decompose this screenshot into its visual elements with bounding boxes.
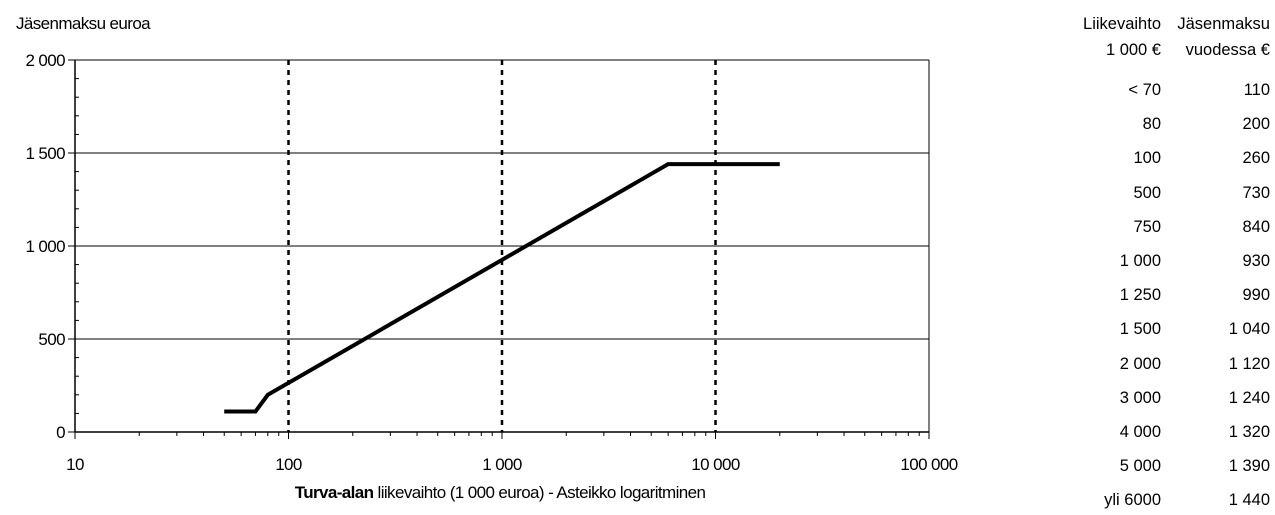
fee-cell: 730 <box>1242 183 1270 202</box>
header-fee: Jäsenmaksu <box>1177 15 1270 33</box>
fee-cell: 840 <box>1242 217 1270 236</box>
turnover-cell: yli 6000 <box>1104 491 1161 510</box>
turnover-cell: 500 <box>1133 183 1161 202</box>
fee-cell: 1 320 <box>1228 423 1270 441</box>
fee-cell: 930 <box>1242 252 1270 270</box>
fee-cell: 110 <box>1243 81 1270 99</box>
fee-chart: 0 500 1 000 1 500 2 000 10 100 1 000 10 000 100 0… <box>25 51 958 474</box>
turnover-cell: 2 000 <box>1119 354 1161 373</box>
turnover-cell: 1 000 <box>1119 252 1161 270</box>
table-row: < 70 110 <box>1030 81 1275 105</box>
x-tick-label: 100 <box>275 455 302 474</box>
y-tick-label: 2 000 <box>25 51 65 70</box>
turnover-cell: 750 <box>1133 217 1161 236</box>
turnover-cell: 1 500 <box>1119 320 1161 339</box>
table-row: 1 250 990 <box>1030 286 1275 310</box>
table-row: 2 000 1 120 <box>1030 355 1275 379</box>
table-row: 100 260 <box>1030 149 1275 173</box>
turnover-cell: 100 <box>1133 149 1161 168</box>
y-tick-label: 500 <box>38 330 65 349</box>
fee-cell: 1 440 <box>1228 491 1270 510</box>
y-tick-label: 1 500 <box>25 144 65 163</box>
x-axis-title: Turva-alan liikevaihto (1 000 euroa) - A… <box>0 483 1000 503</box>
y-axis-title: Jäsenmaksu euroa <box>16 14 151 33</box>
fee-cell: 990 <box>1242 286 1270 305</box>
table-row: 3 000 1 240 <box>1030 389 1275 413</box>
fee-cell: 260 <box>1242 149 1270 168</box>
x-axis-title-bold: Turva-alan <box>294 483 374 502</box>
table-row: 4 000 1 320 <box>1030 423 1275 447</box>
y-tick-label: 1 000 <box>25 237 65 256</box>
y-tick-label: 0 <box>56 423 65 442</box>
turnover-cell: 4 000 <box>1119 423 1161 441</box>
x-tick-label: 10 <box>66 455 84 474</box>
header-fee-unit: vuodessa € <box>1185 41 1270 59</box>
table-row: yli 6000 1 440 <box>1030 491 1275 515</box>
table-row: 80 200 <box>1030 115 1275 139</box>
turnover-cell: 1 250 <box>1119 286 1161 305</box>
header-turnover: Liikevaihto <box>1083 15 1161 33</box>
x-axis-title-rest: liikevaihto (1 000 euroa) - Asteikko log… <box>373 483 706 502</box>
x-tick-label: 10 000 <box>691 455 740 474</box>
turnover-cell: 5 000 <box>1119 457 1161 476</box>
table-row: 1 000 930 <box>1030 252 1275 276</box>
table-row: 750 840 <box>1030 218 1275 242</box>
fee-cell: 200 <box>1242 115 1270 134</box>
turnover-cell: 80 <box>1142 115 1161 134</box>
fee-series-line <box>224 162 780 414</box>
table-header-row-1: Liikevaihto Jäsenmaksu <box>1030 15 1275 39</box>
turnover-cell: 3 000 <box>1119 388 1161 407</box>
fee-cell: 1 040 <box>1228 320 1270 339</box>
x-tick-label: 100 000 <box>900 455 957 474</box>
header-turnover-unit: 1 000 € <box>1105 41 1161 59</box>
table-row: 500 730 <box>1030 184 1275 208</box>
table-row: 5 000 1 390 <box>1030 457 1275 481</box>
table-row: 1 500 1 040 <box>1030 320 1275 344</box>
fee-cell: 1 240 <box>1228 388 1270 407</box>
fee-cell: 1 120 <box>1228 354 1270 373</box>
table-header-row-2: 1 000 € vuodessa € <box>1030 41 1275 65</box>
turnover-cell: < 70 <box>1128 81 1161 99</box>
fee-cell: 1 390 <box>1228 457 1270 476</box>
x-tick-label: 1 000 <box>482 455 522 474</box>
